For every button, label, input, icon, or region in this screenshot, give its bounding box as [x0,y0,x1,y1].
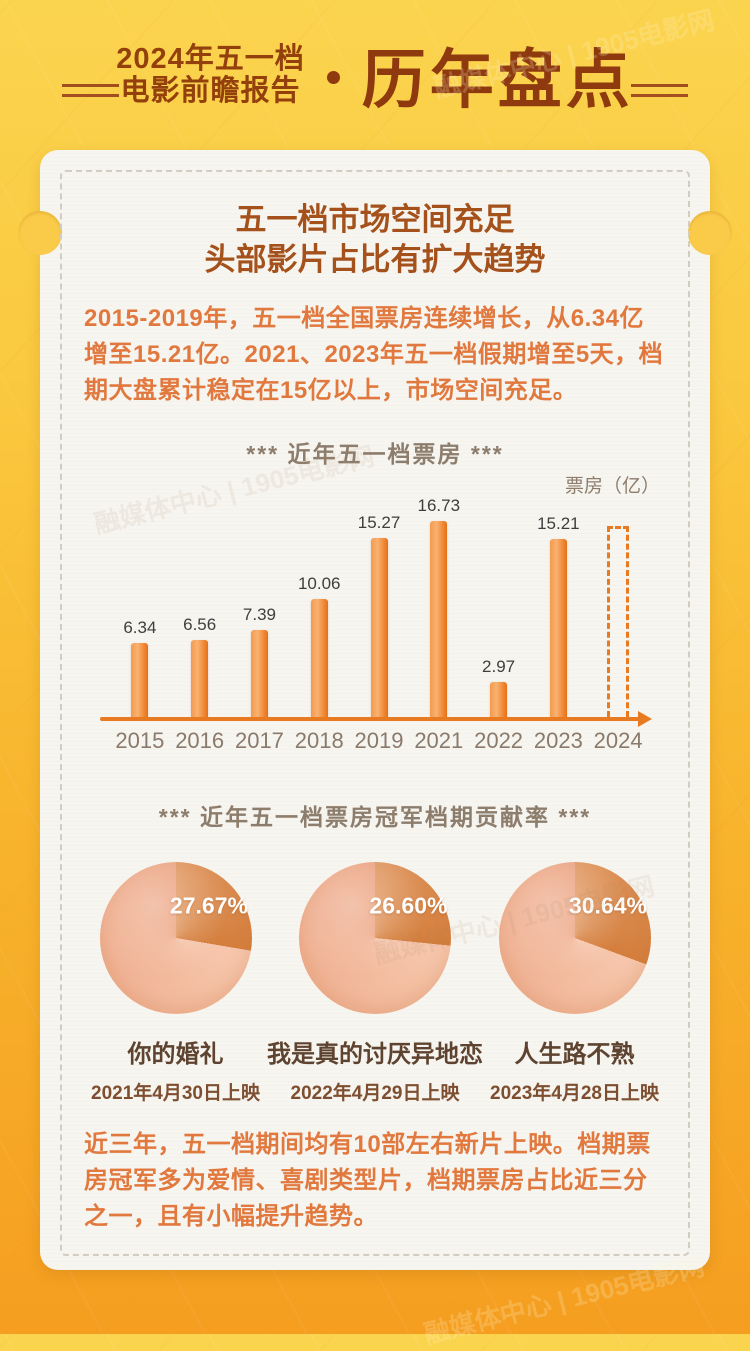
movie-name: 人生路不熟 [514,1041,635,1069]
bar-dashed-placeholder [607,526,630,718]
card-title: 五一档市场空间充足 头部影片占比有扩大趋势 [84,200,666,279]
card-title-line2: 头部影片占比有扩大趋势 [204,241,546,277]
bar-value-label: 16.73 [417,496,461,516]
bar-value-label: 6.56 [183,615,217,635]
bar [191,640,209,718]
card-title-line1: 五一档市场空间充足 [235,202,515,237]
header: 2024年五一档 电影前瞻报告 历年盘点 [0,0,750,150]
bar-column [588,526,648,718]
bar-value-label: 7.39 [242,605,276,625]
bar [310,599,328,718]
bar-year-label: 2015 [115,728,165,754]
decor-double-line-right [631,84,688,97]
bar [549,539,567,718]
bar-year-label: 2016 [175,728,225,754]
separator-dot-icon [326,70,340,84]
intro-paragraph: 2015-2019年，五一档全国票房连续增长，从6.34亿增至15.21亿。20… [84,305,664,405]
bar-year-label: 2021 [414,728,464,754]
pies-row: 27.67% 你的婚礼 2021年4月30日上映 26.60% 我是真的讨厌异地… [84,862,666,1105]
section-title: 历年盘点 [361,44,634,116]
bar-year-label: 2023 [533,728,583,754]
pie-block: 26.60% 我是真的讨厌异地恋 2022年4月29日上映 [267,862,483,1105]
movie-release-date: 2021年4月30日上映 [91,1083,260,1105]
bar-axis-arrow [100,711,652,728]
bar-value-label: 6.34 [123,618,157,638]
bar-chart-section: *** 近年五一档票房 *** 票房（亿） 6.34 6.56 7.39 10.06 1… [84,435,666,754]
pie-chart: 30.64% [498,862,651,1015]
movie-release-date: 2022年4月29日上映 [290,1083,460,1105]
bar-value-label: 2.97 [482,657,516,677]
bar-year-label: 2017 [234,728,284,754]
bar-column: 10.06 [289,574,349,718]
bar [490,682,508,718]
bar-year-label: 2024 [593,728,643,754]
bar-year-label: 2018 [294,728,344,754]
bar [250,630,268,718]
bar-column: 15.27 [349,513,409,718]
card-notch-right [688,211,732,255]
decor-double-line-left [62,84,119,97]
bar-column: 15.21 [528,514,588,718]
report-title-line1: 2024年五一档 [116,42,305,75]
pie-percent-label: 30.64% [568,892,647,919]
bar-chart-unit-label: 票房（亿） [564,476,660,498]
report-title: 2024年五一档 电影前瞻报告 [116,43,305,108]
bar [370,538,388,718]
bar-column: 2.97 [469,657,529,718]
card-notch-left [18,211,62,255]
bar-value-label: 10.06 [297,574,341,594]
bar-year-label: 2022 [474,728,524,754]
bar-column: 7.39 [230,605,290,718]
bar-column: 6.34 [110,618,170,718]
pie-block: 27.67% 你的婚礼 2021年4月30日上映 [84,862,267,1105]
pie-block: 30.64% 人生路不熟 2023年4月28日上映 [483,862,666,1105]
movie-release-date: 2023年4月28日上映 [490,1083,659,1105]
report-title-line2: 电影前瞻报告 [120,75,301,107]
bar-column: 16.73 [409,496,469,718]
bar-year-label: 2019 [354,728,404,754]
card-content: 五一档市场空间充足 头部影片占比有扩大趋势 2015-2019年，五一档全国票房… [40,150,710,1270]
bar-year-labels: 2015 2016 2017 2018 2019 2021 2022 2023 2024 [110,728,648,754]
pie-section-title: *** 近年五一档票房冠军档期贡献率 *** [158,804,592,831]
movie-name: 你的婚礼 [127,1041,224,1069]
bar-column: 6.56 [170,615,230,718]
bar-value-label: 15.27 [357,513,401,533]
movie-name: 我是真的讨厌异地恋 [267,1041,483,1069]
pie-chart: 27.67% [99,862,252,1015]
bar-value-label: 15.21 [537,514,580,534]
pie-percent-label: 26.60% [369,892,448,919]
pie-percent-label: 27.67% [169,892,248,919]
summary-paragraph: 近三年，五一档期间均有10部左右新片上映。档期票房冠军多为爱情、喜剧类型片，档期… [84,1131,651,1231]
bar-chart-title: *** 近年五一档票房 *** [246,441,504,468]
pie-chart: 26.60% [299,862,451,1015]
pie-section: *** 近年五一档票房冠军档期贡献率 *** 27.67% 你的婚礼 2021年… [84,798,666,1105]
bar [430,521,448,718]
bar [131,643,149,718]
content-card: 五一档市场空间充足 头部影片占比有扩大趋势 2015-2019年，五一档全国票房… [18,150,732,1270]
bar-plot: 6.34 6.56 7.39 10.06 15.27 16.73 2.97 15.21 [110,493,648,718]
